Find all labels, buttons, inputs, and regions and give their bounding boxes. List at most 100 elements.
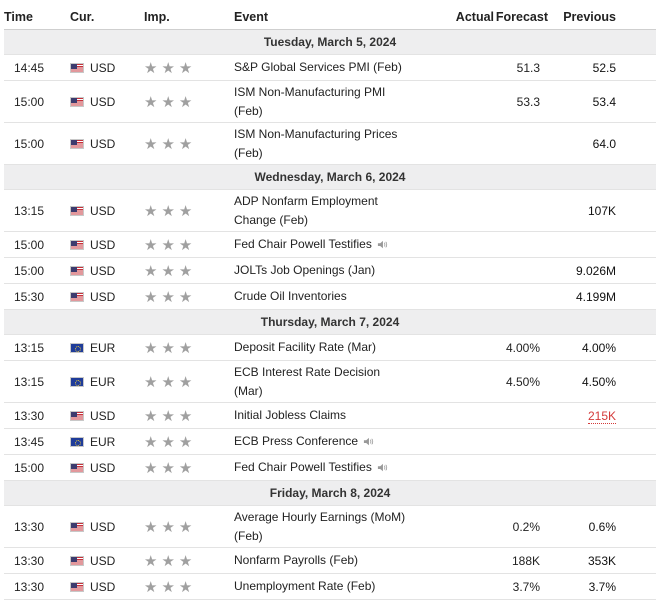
star-icon: ★ [144, 262, 158, 280]
importance-stars: ★ ★ ★ [144, 257, 234, 284]
previous-value[interactable]: 215K [587, 408, 616, 424]
event-title[interactable]: Average Hourly Earnings (MoM) (Feb) [234, 505, 424, 548]
event-row[interactable]: 13:15 EUR ★ ★ ★ Deposit Facility Rate (Mar) 4.… [4, 334, 656, 361]
star-icon: ★ [144, 459, 158, 477]
day-label: Friday, March 8, 2024 [4, 480, 656, 506]
event-title[interactable]: ISM Non-Manufacturing PMI (Feb) [234, 80, 424, 123]
event-currency: USD [70, 547, 144, 574]
event-row[interactable]: 15:30 USD ★ ★ ★ Crude Oil Inventories 4.199M [4, 283, 656, 310]
event-title[interactable]: ISM Non-Manufacturing Prices (Feb) [234, 122, 424, 165]
event-time: 13:45 [4, 428, 70, 455]
us-flag-icon [70, 521, 84, 532]
event-row[interactable]: 15:00 USD ★ ★ ★ ISM Non-Manufacturing PMI (Feb… [4, 80, 656, 123]
star-icon: ★ [161, 578, 175, 596]
event-previous: 9.026M [560, 257, 656, 284]
event-title[interactable]: Unemployment Rate (Feb) [234, 573, 424, 600]
event-time: 15:00 [4, 231, 70, 258]
us-flag-icon [70, 555, 84, 566]
star-icon: ★ [178, 373, 193, 391]
event-row[interactable]: 13:15 USD ★ ★ ★ ADP Nonfarm Employment Change … [4, 189, 656, 232]
event-row[interactable]: 15:00 USD ★ ★ ★ Fed Chair Powell Testifies [4, 454, 656, 481]
event-title[interactable]: Fed Chair Powell Testifies [234, 454, 424, 481]
event-forecast [494, 454, 560, 481]
day-label: Wednesday, March 6, 2024 [4, 164, 656, 190]
event-actual [424, 257, 494, 284]
event-title[interactable]: Fed Chair Powell Testifies [234, 231, 424, 258]
event-time: 14:45 [4, 54, 70, 81]
star-icon: ★ [144, 433, 158, 451]
event-row[interactable]: 13:45 EUR ★ ★ ★ ECB Press Conference [4, 428, 656, 455]
event-row[interactable]: 15:00 USD ★ ★ ★ JOLTs Job Openings (Jan) 9.026… [4, 257, 656, 284]
star-icon: ★ [144, 135, 158, 153]
star-icon: ★ [161, 202, 175, 220]
event-title[interactable]: JOLTs Job Openings (Jan) [234, 257, 424, 284]
star-icon: ★ [178, 288, 193, 306]
event-name-line: ADP Nonfarm Employment [234, 193, 378, 208]
star-icon: ★ [161, 459, 175, 477]
previous-value: 353K [587, 553, 616, 568]
column-header-currency[interactable]: Cur. [70, 4, 144, 30]
economic-calendar-table: Time Cur. Imp. Event Actual Forecast Pre… [4, 4, 656, 600]
event-title[interactable]: ECB Interest Rate Decision (Mar) [234, 360, 424, 403]
star-icon: ★ [144, 578, 158, 596]
currency-code: USD [90, 94, 116, 109]
event-forecast [494, 257, 560, 284]
currency-code: USD [90, 263, 116, 278]
us-flag-icon [70, 62, 84, 73]
event-actual [424, 454, 494, 481]
event-title[interactable]: ECB Press Conference [234, 428, 424, 455]
event-actual [424, 80, 494, 123]
star-icon: ★ [161, 339, 175, 357]
us-flag-icon [70, 138, 84, 149]
star-icon: ★ [178, 578, 193, 596]
event-previous [560, 231, 656, 258]
event-row[interactable]: 13:30 USD ★ ★ ★ Unemployment Rate (Feb) 3.7% 3.… [4, 573, 656, 600]
event-previous [560, 454, 656, 481]
event-name-line: Average Hourly Earnings (MoM) [234, 509, 406, 524]
star-icon: ★ [161, 373, 175, 391]
star-icon: ★ [178, 93, 193, 111]
event-row[interactable]: 15:00 USD ★ ★ ★ Fed Chair Powell Testifies [4, 231, 656, 258]
event-name-line: (Feb) [234, 528, 263, 543]
event-currency: EUR [70, 334, 144, 361]
star-icon: ★ [144, 202, 158, 220]
event-time: 13:30 [4, 402, 70, 429]
event-time: 15:00 [4, 122, 70, 165]
event-title[interactable]: ADP Nonfarm Employment Change (Feb) [234, 189, 424, 232]
event-forecast [494, 122, 560, 165]
event-row[interactable]: 14:45 USD ★ ★ ★ S&P Global Services PMI (Feb)… [4, 54, 656, 81]
event-actual [424, 122, 494, 165]
event-currency: USD [70, 454, 144, 481]
column-header-importance[interactable]: Imp. [144, 4, 234, 30]
event-actual [424, 54, 494, 81]
importance-stars: ★ ★ ★ [144, 428, 234, 455]
event-time: 13:30 [4, 573, 70, 600]
day-label: Thursday, March 7, 2024 [4, 309, 656, 335]
column-header-actual[interactable]: Actual [424, 4, 494, 30]
event-actual [424, 360, 494, 403]
event-title[interactable]: Nonfarm Payrolls (Feb) [234, 547, 424, 574]
event-title[interactable]: Crude Oil Inventories [234, 283, 424, 310]
event-row[interactable]: 13:30 USD ★ ★ ★ Nonfarm Payrolls (Feb) 188K 353… [4, 547, 656, 574]
event-previous [560, 428, 656, 455]
event-row[interactable]: 15:00 USD ★ ★ ★ ISM Non-Manufacturing Prices(… [4, 122, 656, 165]
speaker-icon [363, 433, 374, 446]
column-header-previous[interactable]: Previous [560, 4, 656, 30]
event-forecast: 53.3 [494, 80, 560, 123]
star-icon: ★ [178, 552, 193, 570]
event-row[interactable]: 13:30 USD ★ ★ ★ Initial Jobless Claims 215K [4, 402, 656, 429]
column-header-forecast[interactable]: Forecast [494, 4, 560, 30]
event-actual [424, 334, 494, 361]
column-header-time[interactable]: Time [4, 4, 70, 30]
column-header-event[interactable]: Event [234, 4, 424, 30]
event-title[interactable]: Deposit Facility Rate (Mar) [234, 334, 424, 361]
event-row[interactable]: 13:30 USD ★ ★ ★ Average Hourly Earnings (MoM)… [4, 505, 656, 548]
event-title[interactable]: S&P Global Services PMI (Feb) [234, 54, 424, 81]
event-row[interactable]: 13:15 EUR ★ ★ ★ ECB Interest Rate Decision (Ma… [4, 360, 656, 403]
star-icon: ★ [144, 93, 158, 111]
star-icon: ★ [178, 59, 193, 77]
importance-stars: ★ ★ ★ [144, 360, 234, 403]
us-flag-icon [70, 96, 84, 107]
star-icon: ★ [178, 459, 193, 477]
event-title[interactable]: Initial Jobless Claims [234, 402, 424, 429]
